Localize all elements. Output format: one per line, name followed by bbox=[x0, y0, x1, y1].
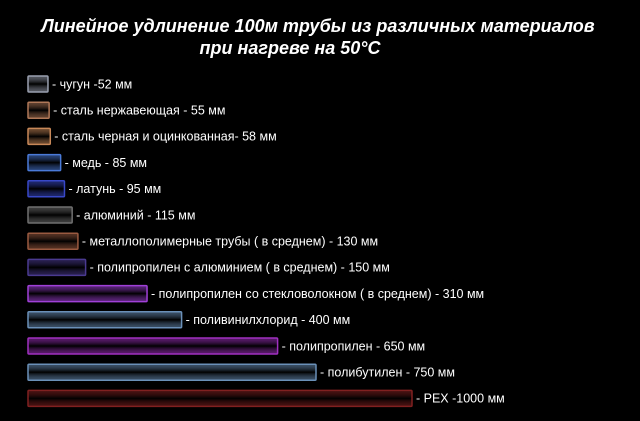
bar-label: - алюминий - 115 мм bbox=[76, 208, 195, 222]
bar bbox=[27, 232, 79, 250]
bar-label: - латунь - 95 мм bbox=[68, 182, 161, 196]
bar bbox=[27, 153, 62, 172]
bar bbox=[27, 284, 148, 303]
bar-label: - PEX -1000 мм bbox=[416, 392, 505, 406]
bar-label: - медь - 85 мм bbox=[65, 156, 147, 170]
bar-label: - полипропилен - 650 мм bbox=[282, 339, 426, 353]
chart-title: при нагреве на 50°С bbox=[199, 38, 381, 58]
bar bbox=[27, 258, 87, 277]
bar bbox=[27, 180, 66, 198]
bar bbox=[27, 389, 413, 408]
bar bbox=[27, 311, 183, 329]
bar bbox=[27, 75, 49, 93]
bar bbox=[27, 206, 73, 224]
bar-label: - сталь нержавеющая - 55 мм bbox=[53, 103, 225, 117]
bar-label: - сталь черная и оцинкованная- 58 мм bbox=[54, 130, 276, 144]
bar bbox=[27, 363, 317, 381]
bar-label: - полипропилен со стекловолокном ( в сре… bbox=[151, 287, 484, 301]
bar-label: - металлополимерные трубы ( в среднем) -… bbox=[82, 234, 378, 248]
bar bbox=[27, 337, 279, 355]
bar-label: - поливинилхлорид - 400 мм bbox=[186, 313, 351, 327]
bar bbox=[27, 127, 52, 146]
chart-title: Линейное удлинение 100м трубы из различн… bbox=[39, 16, 594, 36]
bar-label: - полипропилен с алюминием ( в среднем) … bbox=[90, 261, 390, 275]
bar-label: - полибутилен - 750 мм bbox=[320, 365, 455, 379]
bar bbox=[27, 101, 50, 119]
bar-label: - чугун -52 мм bbox=[52, 77, 132, 91]
